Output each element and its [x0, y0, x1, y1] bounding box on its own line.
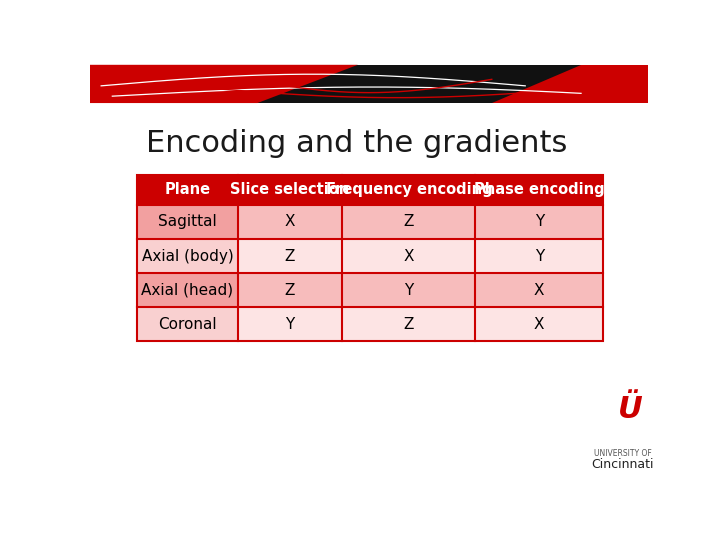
Text: X: X: [534, 317, 544, 332]
Polygon shape: [492, 65, 648, 103]
Bar: [343, 307, 475, 341]
Text: Ü: Ü: [618, 395, 642, 424]
Text: X: X: [404, 248, 414, 264]
Text: Phase encoding: Phase encoding: [474, 183, 605, 198]
Text: Z: Z: [404, 214, 414, 230]
Bar: [138, 239, 238, 273]
Bar: [475, 273, 603, 307]
Text: Y: Y: [535, 214, 544, 230]
Bar: [238, 307, 343, 341]
Text: X: X: [285, 214, 295, 230]
Bar: [138, 205, 238, 239]
Text: Encoding and the gradients: Encoding and the gradients: [145, 129, 567, 158]
Text: Y: Y: [404, 282, 413, 298]
Text: Axial (body): Axial (body): [142, 248, 233, 264]
Bar: [475, 307, 603, 341]
Text: Axial (head): Axial (head): [141, 282, 233, 298]
Bar: [343, 175, 475, 205]
Bar: [343, 273, 475, 307]
Bar: [90, 65, 648, 103]
Text: Plane: Plane: [164, 183, 210, 198]
Bar: [475, 239, 603, 273]
Text: Cincinnati: Cincinnati: [592, 458, 654, 471]
Text: Z: Z: [285, 248, 295, 264]
Text: Z: Z: [404, 317, 414, 332]
Bar: [138, 273, 238, 307]
Text: X: X: [534, 282, 544, 298]
Bar: [238, 273, 343, 307]
Bar: [475, 205, 603, 239]
Text: Slice selection: Slice selection: [230, 183, 350, 198]
Text: Sagittal: Sagittal: [158, 214, 217, 230]
Text: Frequency encoding: Frequency encoding: [325, 183, 492, 198]
Bar: [138, 175, 238, 205]
Bar: [138, 175, 603, 341]
Bar: [475, 175, 603, 205]
Polygon shape: [90, 65, 358, 103]
Text: Y: Y: [535, 248, 544, 264]
Bar: [138, 307, 238, 341]
Text: Coronal: Coronal: [158, 317, 217, 332]
Text: Z: Z: [285, 282, 295, 298]
Bar: [238, 205, 343, 239]
Bar: [343, 205, 475, 239]
Text: UNIVERSITY OF: UNIVERSITY OF: [594, 449, 652, 458]
Bar: [343, 239, 475, 273]
Bar: [238, 175, 343, 205]
Bar: [238, 239, 343, 273]
Text: Y: Y: [285, 317, 294, 332]
